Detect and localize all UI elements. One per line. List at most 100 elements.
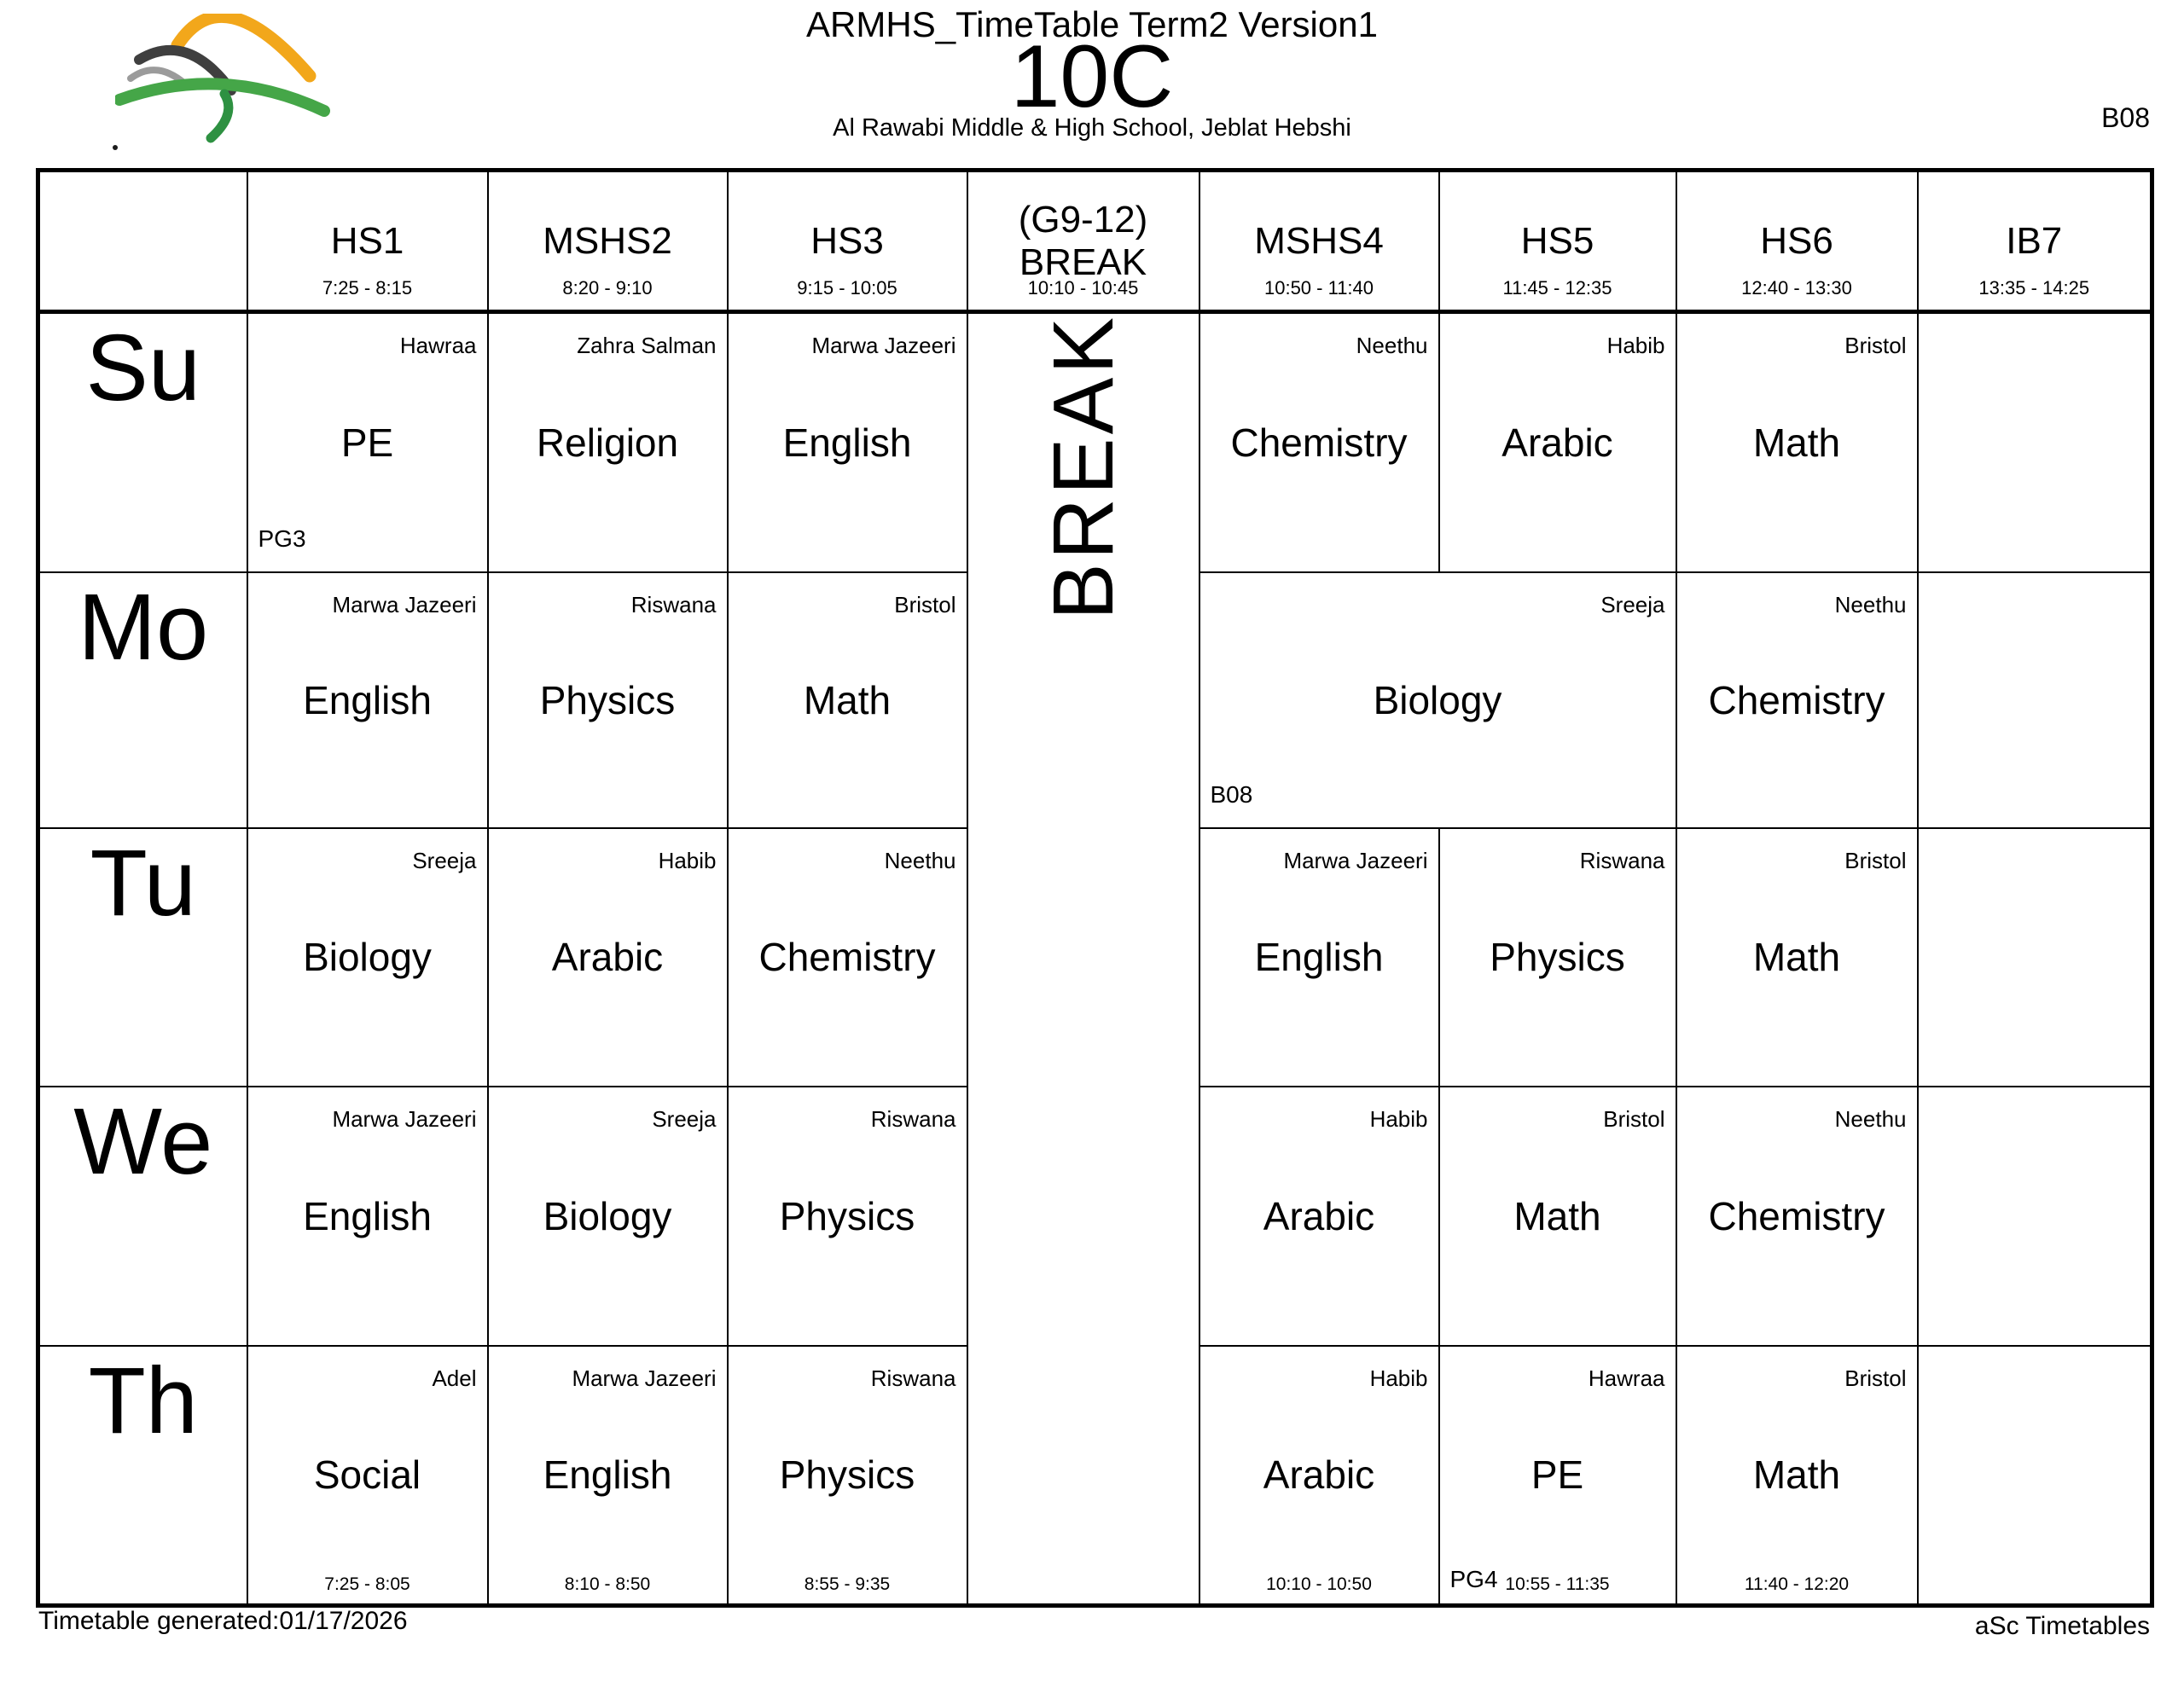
- subject-name: Chemistry: [1230, 420, 1408, 465]
- timetable: HS1 7:25 - 8:15 MSHS2 8:20 - 9:10 HS3 9:…: [36, 168, 2154, 1608]
- subject-name: Math: [1752, 420, 1841, 465]
- day-label-we: We: [37, 1085, 248, 1347]
- teacher-name: Bristol: [894, 591, 956, 617]
- class-name: 10C: [1010, 27, 1174, 126]
- subject-name: Arabic: [1502, 420, 1613, 465]
- period-name: HS5: [1520, 219, 1594, 262]
- lesson-cell-mo-mshs2: Riswana Physics: [486, 571, 729, 829]
- subject-name: Physics: [779, 1452, 915, 1498]
- lesson-time: 8:55 - 9:35: [804, 1574, 891, 1594]
- teacher-name: Hawraa: [399, 333, 477, 358]
- period-time: 10:10 - 10:45: [1027, 277, 1139, 299]
- teacher-name: Neethu: [1834, 1105, 1907, 1132]
- teacher-name: Riswana: [1579, 847, 1665, 873]
- row-tuesday: Tu Sreeja Biology Habib Arabic Neethu Ch…: [37, 826, 2153, 1087]
- subject-name: Math: [803, 677, 892, 722]
- teacher-name: Habib: [1369, 1105, 1428, 1132]
- teacher-name: Bristol: [1844, 333, 1907, 358]
- lesson-cell-tu-hs6: Bristol Math: [1675, 826, 1919, 1087]
- subject-name: PE: [340, 420, 394, 465]
- lesson-cell-su-hs5: Habib Arabic: [1438, 310, 1677, 573]
- lesson-time: 10:55 - 11:35: [1505, 1574, 1610, 1594]
- teacher-name: Neethu: [884, 847, 956, 873]
- lesson-cell-th-hs5: Hawraa PE PG4 10:55 - 11:35: [1438, 1344, 1677, 1607]
- lesson-cell-tu-mshs2: Habib Arabic: [486, 826, 729, 1087]
- teacher-name: Marwa Jazeeri: [1283, 847, 1428, 873]
- lesson-cell-tu-hs3: Neethu Chemistry: [726, 826, 968, 1087]
- teacher-name: Riswana: [870, 1105, 956, 1132]
- lesson-cell-th-hs6: Bristol Math 11:40 - 12:20: [1675, 1344, 1919, 1607]
- subject-name: English: [782, 420, 912, 465]
- period-header-hs3: HS3 9:15 - 10:05: [726, 169, 968, 314]
- subject-name: Biology: [1373, 677, 1502, 722]
- teacher-name: Habib: [658, 847, 717, 873]
- teacher-name: Bristol: [1844, 1365, 1907, 1391]
- period-header-mshs2: MSHS2 8:20 - 9:10: [486, 169, 729, 314]
- room-code: PG3: [258, 525, 306, 552]
- subject-name: Arabic: [1263, 1193, 1375, 1238]
- lesson-cell-we-mshs2: Sreeja Biology: [486, 1085, 729, 1347]
- lesson-cell-th-mshs4: Habib Arabic 10:10 - 10:50: [1198, 1344, 1440, 1607]
- lesson-cell-th-hs1: Adel Social 7:25 - 8:05: [246, 1344, 489, 1607]
- teacher-name: Marwa Jazeeri: [332, 591, 477, 617]
- teacher-name: Hawraa: [1588, 1365, 1665, 1391]
- homeroom-code: B08: [2101, 102, 2150, 133]
- row-wednesday: We Marwa Jazeeri English Sreeja Biology …: [37, 1085, 2153, 1347]
- empty-cell-su-ib7: [1916, 310, 2153, 573]
- period-header-ib7: IB7 13:35 - 14:25: [1916, 169, 2153, 314]
- lesson-cell-we-hs6: Neethu Chemistry: [1675, 1085, 1919, 1347]
- subject-name: Biology: [543, 1193, 672, 1238]
- teacher-name: Bristol: [1603, 1105, 1665, 1132]
- subject-name: English: [543, 1452, 672, 1498]
- subject-name: Arabic: [551, 935, 664, 979]
- break-cell: BREAK: [966, 310, 1200, 1607]
- lesson-time: 7:25 - 8:05: [324, 1574, 410, 1594]
- teacher-name: Sreeja: [412, 847, 477, 873]
- subject-name: Chemistry: [758, 935, 936, 979]
- lesson-cell-we-hs1: Marwa Jazeeri English: [246, 1085, 489, 1347]
- period-header-hs6: HS6 12:40 - 13:30: [1675, 169, 1919, 314]
- lesson-cell-th-mshs2: Marwa Jazeeri English 8:10 - 8:50: [486, 1344, 729, 1607]
- empty-cell-we-ib7: [1916, 1085, 2153, 1347]
- lesson-cell-we-hs5: Bristol Math: [1438, 1085, 1677, 1347]
- lesson-cell-we-mshs4: Habib Arabic: [1198, 1085, 1440, 1347]
- day-label-th: Th: [37, 1344, 248, 1607]
- subject-name: Math: [1752, 935, 1841, 979]
- period-time: 11:45 - 12:35: [1502, 277, 1612, 299]
- row-monday: Mo Marwa Jazeeri English Riswana Physics…: [37, 571, 2153, 829]
- teacher-name: Habib: [1369, 1365, 1428, 1391]
- generated-timestamp: Timetable generated:01/17/2026: [38, 1607, 408, 1635]
- lesson-cell-su-mshs2: Zahra Salman Religion: [486, 310, 729, 573]
- period-header-mshs4: MSHS4 10:50 - 11:40: [1198, 169, 1440, 314]
- lesson-time: 11:40 - 12:20: [1744, 1574, 1850, 1594]
- lesson-cell-mo-mshs4-hs5: Sreeja Biology B08: [1198, 571, 1677, 829]
- room-code: B08: [1210, 780, 1253, 808]
- empty-cell-mo-ib7: [1916, 571, 2153, 829]
- period-time: 10:50 - 11:40: [1263, 277, 1374, 299]
- document-title: ARMHS_TimeTable Term2 Version1: [806, 4, 1378, 44]
- subject-name: Physics: [539, 677, 676, 722]
- teacher-name: Marwa Jazeeri: [332, 1105, 477, 1132]
- logo-dot: [113, 145, 118, 150]
- subject-name: Chemistry: [1708, 1193, 1885, 1238]
- school-name: Al Rawabi Middle & High School, Jeblat H…: [833, 114, 1351, 142]
- teacher-name: Zahra Salman: [577, 333, 717, 358]
- period-name: MSHS2: [543, 219, 672, 262]
- subject-name: Biology: [303, 935, 432, 979]
- lesson-cell-su-hs1: Hawraa PE PG3: [246, 310, 489, 573]
- period-name: HS3: [810, 219, 884, 262]
- asc-timetables-brand: aSc Timetables: [1974, 1612, 2150, 1640]
- teacher-name: Adel: [432, 1365, 477, 1391]
- teacher-name: Neethu: [1356, 333, 1428, 358]
- corner-cell: [37, 169, 248, 314]
- period-time: 9:15 - 10:05: [797, 277, 897, 299]
- room-code: PG4: [1449, 1566, 1498, 1592]
- lesson-cell-we-hs3: Riswana Physics: [726, 1085, 968, 1347]
- period-header-hs5: HS5 11:45 - 12:35: [1438, 169, 1677, 314]
- header-row: HS1 7:25 - 8:15 MSHS2 8:20 - 9:10 HS3 9:…: [37, 169, 2153, 314]
- period-name: HS1: [330, 219, 404, 262]
- school-logo-icon: [115, 14, 330, 143]
- day-label-mo: Mo: [37, 571, 248, 829]
- row-thursday: Th Adel Social 7:25 - 8:05 Marwa Jazeeri…: [37, 1344, 2153, 1607]
